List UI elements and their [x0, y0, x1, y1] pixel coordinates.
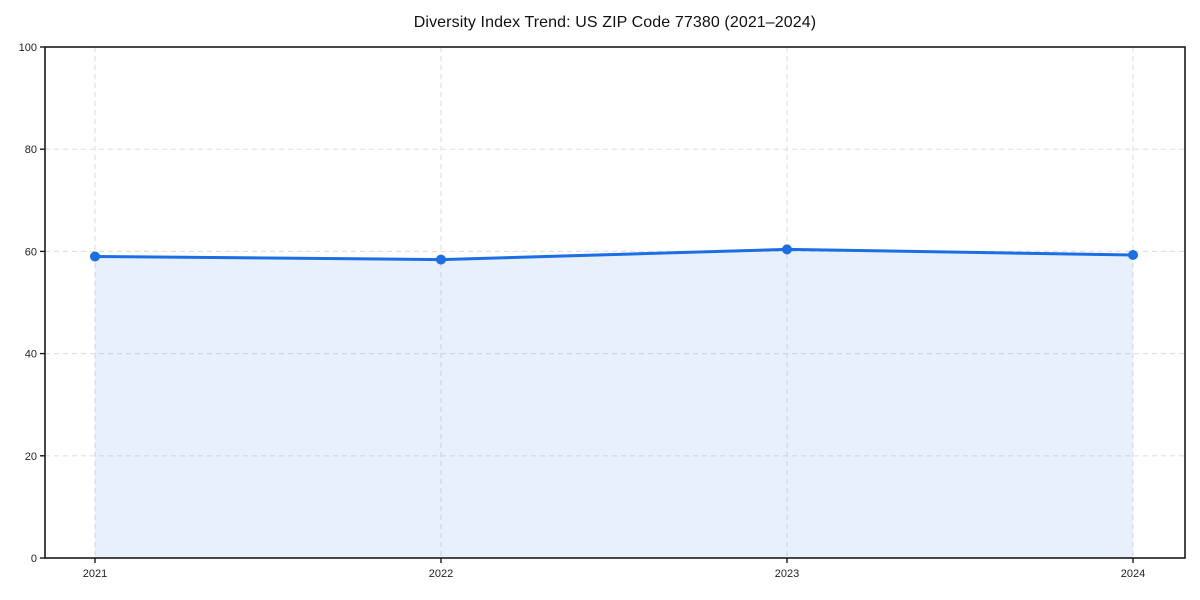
area-fill	[95, 249, 1133, 558]
data-point-2021	[90, 251, 100, 262]
y-tick-label: 60	[25, 246, 37, 258]
data-point-2022	[436, 254, 446, 265]
y-tick-label: 20	[25, 451, 37, 463]
x-tick-label: 2022	[429, 568, 453, 580]
y-axis: 0 20 40 60 80 100	[19, 42, 45, 565]
x-tick-label: 2021	[83, 568, 107, 580]
chart-title: Diversity Index Trend: US ZIP Code 77380…	[413, 14, 817, 31]
x-tick-label: 2023	[775, 568, 799, 580]
y-tick-label: 100	[19, 42, 37, 54]
y-tick-label: 80	[25, 144, 37, 156]
trend-line	[93, 247, 1135, 262]
data-point-2024	[1128, 249, 1138, 260]
data-point-2023	[782, 244, 792, 255]
plot-border	[44, 46, 1186, 559]
x-tick-label: 2024	[1121, 568, 1145, 580]
x-axis: 2021 2022 2023 2024	[83, 558, 1145, 580]
y-tick-label: 40	[25, 349, 37, 361]
y-tick-label: 0	[31, 553, 37, 565]
